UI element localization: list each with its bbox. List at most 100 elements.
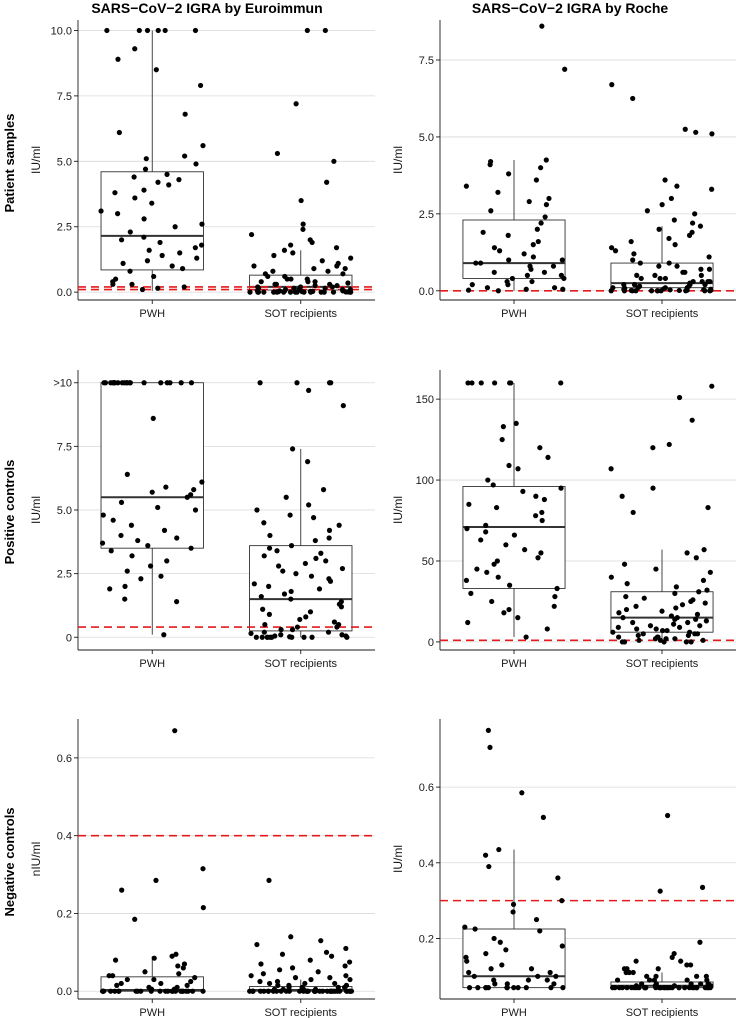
data-point bbox=[158, 573, 164, 579]
data-point bbox=[248, 630, 254, 637]
data-point bbox=[612, 248, 619, 254]
data-point bbox=[488, 208, 494, 214]
data-point bbox=[629, 288, 635, 294]
data-point bbox=[310, 515, 317, 521]
panel-3: 0 2.5 5.0 7.5 >10 PWH SOT recipients IU/ml bbox=[29, 370, 375, 670]
data-point bbox=[546, 195, 552, 202]
data-point bbox=[466, 969, 472, 976]
data-point bbox=[115, 56, 121, 62]
x-tick-label: SOT recipients bbox=[264, 658, 337, 670]
data-point bbox=[281, 289, 287, 295]
data-point bbox=[169, 263, 175, 269]
data-point bbox=[684, 962, 690, 968]
data-point bbox=[676, 624, 683, 630]
data-point bbox=[158, 980, 164, 987]
data-point bbox=[332, 980, 338, 987]
data-point bbox=[148, 988, 154, 994]
data-point bbox=[132, 195, 138, 201]
data-point bbox=[609, 82, 615, 88]
data-point bbox=[685, 632, 692, 639]
data-point bbox=[149, 200, 155, 206]
data-point bbox=[328, 953, 335, 959]
data-point bbox=[672, 616, 678, 622]
data-point bbox=[131, 174, 137, 180]
data-point bbox=[535, 238, 541, 245]
data-point bbox=[523, 286, 529, 292]
data-point bbox=[292, 975, 299, 981]
data-point bbox=[608, 288, 614, 294]
data-point bbox=[348, 988, 355, 994]
data-point bbox=[693, 555, 699, 561]
box-sot-recipients bbox=[249, 448, 353, 638]
data-point bbox=[623, 969, 629, 976]
data-point bbox=[553, 973, 559, 979]
data-point bbox=[331, 619, 337, 625]
data-point bbox=[199, 221, 205, 227]
data-point bbox=[630, 619, 636, 626]
data-point bbox=[623, 606, 630, 613]
data-point bbox=[309, 634, 315, 640]
panel-2: 0.0 2.5 5.0 7.5 PWH SOT recipients IU/ml bbox=[391, 20, 736, 320]
data-point bbox=[323, 949, 330, 955]
data-point bbox=[129, 281, 135, 287]
panel-4: 0 50 100 150 PWH SOT recipients IU/ml bbox=[391, 370, 736, 670]
data-point bbox=[153, 877, 159, 883]
data-point bbox=[684, 977, 690, 983]
data-point bbox=[342, 963, 348, 969]
y-tick-label: 100 bbox=[416, 475, 434, 487]
data-point bbox=[674, 263, 680, 269]
data-point bbox=[616, 985, 622, 991]
data-point bbox=[664, 627, 670, 634]
data-point bbox=[684, 550, 690, 556]
data-point bbox=[338, 604, 344, 610]
data-point bbox=[343, 973, 349, 979]
data-point bbox=[162, 988, 169, 994]
data-point bbox=[463, 183, 469, 189]
data-point bbox=[624, 985, 630, 991]
data-point bbox=[260, 971, 266, 977]
data-point bbox=[155, 504, 161, 511]
data-point bbox=[706, 254, 712, 260]
data-point bbox=[697, 223, 704, 229]
column-title-roche: SARS−CoV−2 IGRA by Roche bbox=[472, 0, 669, 16]
y-tick-label: 0.4 bbox=[419, 858, 434, 870]
data-point bbox=[522, 547, 528, 553]
data-point bbox=[197, 82, 204, 89]
panel-6: 0.2 0.4 0.6 PWH SOT recipients IU/ml bbox=[391, 719, 736, 1018]
data-point bbox=[127, 229, 133, 235]
data-point bbox=[521, 251, 527, 257]
data-point bbox=[304, 27, 310, 34]
data-point bbox=[116, 129, 122, 136]
data-point bbox=[161, 632, 167, 638]
data-point bbox=[157, 239, 163, 246]
data-point bbox=[127, 380, 133, 386]
data-point bbox=[258, 593, 264, 600]
data-point bbox=[510, 909, 516, 915]
data-point bbox=[630, 969, 636, 976]
data-point bbox=[542, 214, 548, 220]
data-point bbox=[492, 981, 498, 987]
data-point bbox=[489, 598, 495, 605]
y-tick-label: 0.6 bbox=[419, 782, 434, 794]
data-point bbox=[155, 179, 161, 185]
data-point bbox=[534, 226, 540, 232]
data-point bbox=[254, 507, 260, 513]
data-point bbox=[188, 545, 194, 551]
data-point bbox=[119, 887, 125, 893]
data-point bbox=[184, 494, 190, 500]
data-point bbox=[149, 489, 155, 495]
data-point bbox=[631, 282, 638, 288]
data-point bbox=[193, 161, 199, 167]
data-point bbox=[183, 988, 189, 994]
data-point bbox=[172, 728, 178, 734]
data-point bbox=[483, 529, 489, 535]
data-point bbox=[628, 238, 634, 245]
data-point bbox=[333, 245, 340, 251]
x-tick-label: SOT recipients bbox=[626, 658, 699, 670]
data-point bbox=[674, 183, 680, 189]
data-point bbox=[132, 916, 138, 922]
data-point bbox=[247, 289, 253, 295]
data-point bbox=[511, 985, 517, 991]
data-point bbox=[110, 281, 116, 287]
